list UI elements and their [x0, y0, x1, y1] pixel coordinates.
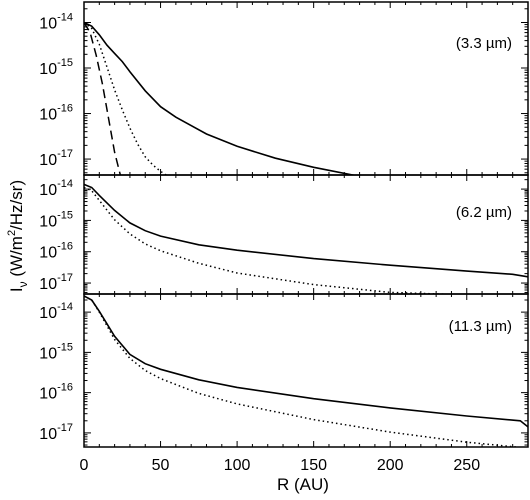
series-dotted-line — [84, 21, 168, 175]
panel-frame — [83, 293, 529, 448]
x-tick-label: 100 — [224, 457, 251, 474]
panel-3: 10-14 10-15 10-16 10-17 (11.3 µm) — [39, 293, 529, 448]
y-tick-label: 10-16 — [39, 382, 73, 403]
y-tick-label: 10-15 — [39, 57, 73, 78]
series-solid-line — [84, 295, 528, 428]
panel-1: 10-14 10-15 10-16 10-17 (3.3 µm) — [39, 1, 529, 176]
series-dashed-line — [84, 22, 122, 175]
panel-annotation: (11.3 µm) — [449, 318, 512, 335]
y-tick-label: 10-16 — [39, 241, 73, 262]
y-tick-label: 10-16 — [39, 103, 73, 124]
panel-annotation: (6.2 µm) — [456, 204, 512, 221]
x-tick-label: 0 — [80, 457, 89, 474]
panel-frame — [83, 1, 529, 176]
x-tick-label: 50 — [152, 457, 170, 474]
y-tick-label: 10-14 — [39, 178, 73, 199]
series-solid-line — [84, 183, 528, 278]
y-tick-label: 10-17 — [39, 148, 73, 169]
x-tick-label: 200 — [377, 457, 404, 474]
panel-frame — [83, 174, 529, 295]
y-tick-label: 10-15 — [39, 341, 73, 362]
y-tick-label: 10-14 — [39, 11, 73, 32]
panel-2: 10-14 10-15 10-16 10-17 (6.2 µm) — [39, 174, 529, 295]
x-tick-label: 150 — [300, 457, 327, 474]
y-tick-label: 10-14 — [39, 301, 73, 322]
y-tick-label: 10-15 — [39, 209, 73, 230]
y-axis-title: Iν (W/m2/Hz/sr) — [6, 180, 30, 292]
series-dotted-line — [84, 186, 463, 294]
x-axis-title: R (AU) — [277, 475, 329, 494]
y-tick-label: 10-17 — [39, 272, 73, 293]
series-dotted-line — [84, 295, 524, 447]
x-tick-label: 250 — [453, 457, 480, 474]
panel-annotation: (3.3 µm) — [456, 35, 512, 52]
x-tick-labels: 0 50 100 150 200 250 — [80, 457, 481, 474]
y-tick-label: 10-17 — [39, 422, 73, 443]
series-solid-line — [84, 21, 357, 175]
